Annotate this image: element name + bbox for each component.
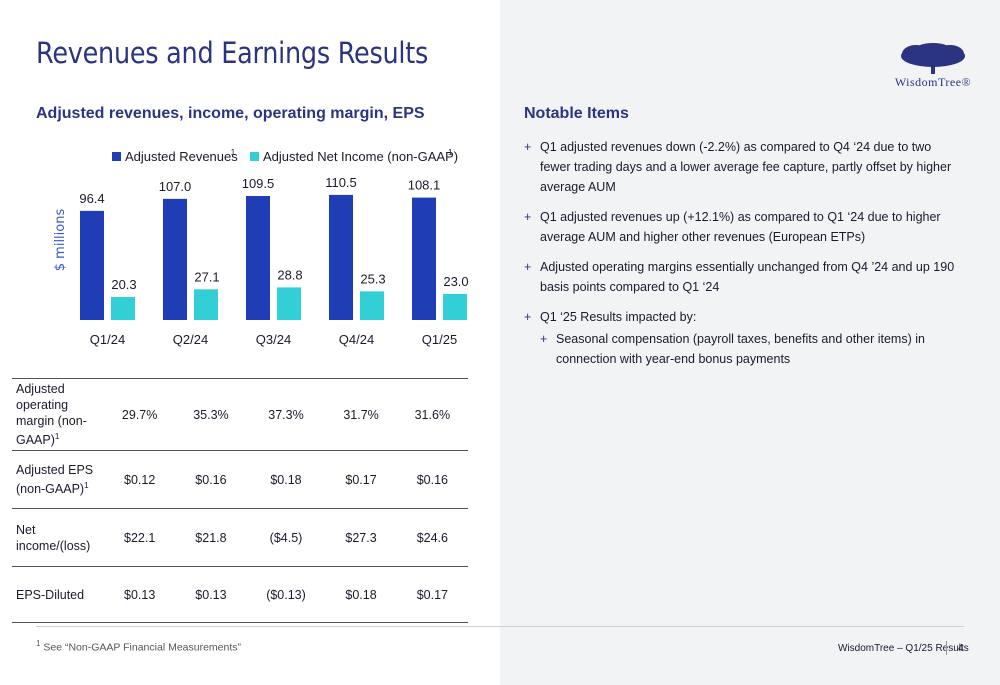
bar (111, 297, 135, 320)
category-label: Q1/24 (90, 332, 125, 347)
table-cell: 31.7% (325, 378, 397, 451)
table-cell: 31.6% (396, 378, 468, 451)
category-label: Q1/25 (422, 332, 457, 347)
bar (329, 194, 353, 320)
bar (194, 289, 218, 320)
table-cell: $0.18 (325, 566, 397, 623)
data-label: 20.3 (111, 277, 136, 292)
data-label: 107.0 (159, 179, 192, 194)
footer-divider (36, 626, 964, 627)
table-cell: $0.16 (396, 450, 468, 509)
chart-section-title: Adjusted revenues, income, operating mar… (36, 105, 425, 122)
table-cell: $0.16 (175, 450, 247, 509)
row-label: EPS-Diluted (12, 566, 104, 623)
table-cell: $0.12 (104, 450, 176, 509)
category-label: Q2/24 (173, 332, 208, 347)
table-cell: $21.8 (175, 508, 247, 567)
data-label: 110.5 (325, 175, 357, 190)
table-row: Adjusted operating margin (non-GAAP)1 29.… (12, 378, 468, 451)
table-cell: $0.17 (396, 566, 468, 623)
notable-item: Adjusted operating margins essentially u… (524, 257, 964, 297)
notable-items-title: Notable Items (524, 105, 629, 122)
footnote-text: See “Non-GAAP Financial Measurements” (43, 641, 242, 654)
data-label: 108.1 (408, 178, 441, 193)
bar (360, 291, 384, 320)
table-cell: $0.17 (325, 450, 397, 509)
row-label-text: Net income/(loss) (16, 522, 91, 553)
data-label: 109.5 (242, 176, 275, 191)
legend-footnote: 1 (231, 148, 236, 157)
data-label: 27.1 (194, 269, 219, 284)
row-label-text: Adjusted operating margin (non-GAAP) (16, 381, 87, 448)
legend-swatch (112, 152, 121, 161)
wisdomtree-logo: WisdomTree® (888, 42, 978, 92)
data-label: 23.0 (443, 274, 468, 289)
row-label: Adjusted operating margin (non-GAAP)1 (12, 378, 104, 451)
table-row: Adjusted EPS (non-GAAP)1 $0.12 $0.16 $0.18 $… (12, 450, 468, 509)
bar (246, 196, 270, 320)
footnote-marker: 1 (36, 639, 41, 648)
footer-separator (946, 641, 947, 655)
page-title: Revenues and Earnings Results (36, 36, 429, 70)
table-cell: $22.1 (104, 508, 176, 567)
bar (80, 210, 104, 320)
row-label: Adjusted EPS (non-GAAP)1 (12, 450, 104, 509)
notable-sub-item: Seasonal compensation (payroll taxes, be… (540, 329, 964, 369)
notable-items-list: Q1 adjusted revenues down (-2.2%) as com… (524, 137, 964, 379)
metrics-table: Adjusted operating margin (non-GAAP)1 29.… (12, 378, 468, 623)
table-row: Net income/(loss) $22.1 $21.8 ($4.5) $27.3 $2… (12, 508, 468, 567)
logo-text: WisdomTree® (894, 75, 972, 89)
data-label: 96.4 (79, 191, 104, 206)
bar (277, 287, 301, 320)
data-label: 25.3 (360, 271, 385, 286)
tree-icon (901, 43, 965, 74)
y-axis-label: $ millions (53, 209, 68, 272)
table-cell: 35.3% (175, 378, 247, 451)
table-cell: $0.13 (104, 566, 176, 623)
category-label: Q3/24 (256, 332, 291, 347)
table-cell: $24.6 (396, 508, 468, 567)
row-label: Net income/(loss) (12, 508, 104, 567)
row-label-text: EPS-Diluted (16, 587, 85, 602)
table-cell: ($4.5) (246, 508, 326, 567)
bar (163, 198, 187, 320)
table-cell: $0.13 (175, 566, 247, 623)
row-label-text: Adjusted EPS (non-GAAP) (16, 462, 94, 497)
row-footnote: 1 (54, 431, 60, 441)
legend-label: Adjusted Net Income (non-GAAP) (263, 149, 458, 164)
bar (443, 293, 467, 320)
row-footnote: 1 (84, 480, 89, 490)
notable-item: Q1 adjusted revenues up (+12.1%) as comp… (524, 207, 964, 247)
footer-text: WisdomTree – Q1/25 Results (838, 643, 969, 654)
page-number: 4 (958, 643, 964, 654)
legend-label: Adjusted Revenues (125, 149, 238, 164)
table-row: EPS-Diluted $0.13 $0.13 ($0.13) $0.18 $0.17 (12, 566, 468, 623)
notable-item: Q1 adjusted revenues down (-2.2%) as com… (524, 137, 964, 197)
category-label: Q4/24 (339, 332, 374, 347)
table-cell: 29.7% (104, 378, 176, 451)
data-label: 28.8 (277, 267, 302, 282)
footnote: 1 See “Non-GAAP Financial Measurements” (36, 639, 241, 654)
notable-item: Q1 ‘25 Results impacted by: (524, 307, 964, 327)
table-cell: $27.3 (325, 508, 397, 567)
bar (412, 197, 436, 320)
legend-footnote: 1 (448, 148, 453, 157)
table-cell: $0.18 (246, 450, 326, 509)
table-cell: ($0.13) (246, 566, 326, 623)
legend-swatch (250, 152, 259, 161)
table-cell: 37.3% (246, 378, 326, 451)
